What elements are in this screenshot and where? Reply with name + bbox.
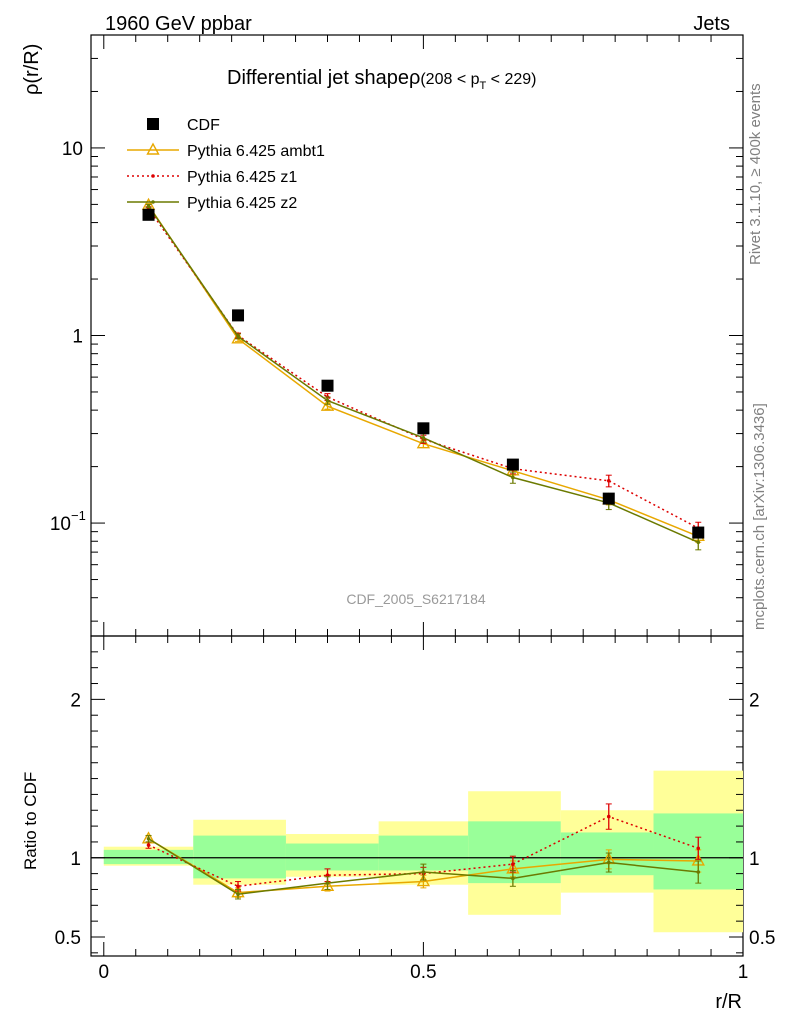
ratio-x-ticklabel: 1 — [738, 962, 749, 983]
ratio-series-pythia-6-425-z2-marker — [236, 892, 240, 897]
legend-marker — [147, 118, 159, 130]
legend-label: CDF — [187, 117, 220, 134]
ratio-band-green — [193, 835, 286, 879]
main-series-pythia-6-425-z2-marker — [421, 435, 426, 440]
ratio-band-green — [285, 843, 379, 871]
ratio-x-ticklabel: 0.5 — [410, 962, 436, 983]
plot-title-range-end: < 229) — [486, 71, 536, 88]
main-y-ticklabel-exponent: −1 — [71, 508, 86, 523]
mcplots-info-label: mcplots.cern.ch [arXiv:1306.3436] — [751, 403, 768, 630]
ratio-series-pythia-6-425-ambt1-marker — [320, 878, 335, 891]
main-series-pythia-6-425-ambt1-line — [147, 204, 699, 538]
ratio-series-pythia-6-425-z2-marker — [511, 876, 515, 881]
ratio-series-pythia-6-425-z1-marker — [236, 884, 240, 889]
main-series-pythia-6-425-z2-marker — [236, 334, 240, 339]
main-series-pythia-6-425-ambt1-marker — [320, 398, 335, 411]
main-y-ticklabel-1: 1 — [72, 327, 83, 348]
plot-title-range: (208 < p — [420, 71, 479, 88]
ratio-series-pythia-6-425-z2-marker — [696, 870, 701, 874]
ratio-axis-ticks: 0 0.5 10.5 0.51 12 2 — [55, 636, 775, 983]
header-right-label: Jets — [693, 13, 730, 35]
main-series-pythia-6-425-z2-marker — [696, 540, 701, 545]
main-y-ticklabel-0.1: 10 — [50, 514, 71, 535]
ratio-plot-frame — [90, 635, 744, 957]
main-series-cdf-marker — [142, 208, 155, 221]
main-series-pythia-6-425-z2-marker — [511, 475, 515, 480]
ratio-series-pythia-6-425-z2-marker — [146, 836, 151, 841]
ratio-series-pythia-6-425-z1-marker — [511, 862, 515, 866]
ratio-series-pythia-6-425-z1-marker — [606, 814, 611, 819]
ratio-y-ticklabel-left: 1 — [70, 849, 81, 870]
plot-title-main: Differential jet shapeρ — [227, 67, 420, 89]
plot-title: Differential jet shapeρ(208 < pT < 229) — [227, 67, 537, 92]
ratio-y-ticklabel-left: 0.5 — [55, 928, 81, 949]
ratio-series-pythia-6-425-z2-marker — [325, 881, 330, 885]
legend-marker — [151, 200, 155, 204]
main-series-cdf-marker — [602, 492, 615, 505]
ratio-series-pythia-6-425-z2-marker — [606, 860, 611, 865]
main-series-layer — [141, 197, 705, 551]
ratio-series-layer — [141, 803, 705, 900]
ratio-y-axis-label: Ratio to CDF — [21, 772, 40, 870]
main-series-cdf-marker — [417, 422, 430, 435]
legend-marker — [146, 142, 160, 155]
ratio-x-ticklabel: 0 — [98, 962, 109, 983]
legend-marker — [151, 174, 155, 178]
legend-label: Pythia 6.425 ambt1 — [187, 143, 325, 160]
ratio-series-pythia-6-425-z1-marker — [696, 846, 701, 851]
main-series-cdf-marker — [506, 458, 519, 471]
legend-label: Pythia 6.425 z1 — [187, 169, 297, 186]
ratio-y-ticklabel-right: 0.5 — [749, 928, 775, 949]
legend: CDF Pythia 6.425 ambt1 Pythia 6.425 z1 Pyth… — [127, 117, 325, 212]
header-left-label: 1960 GeV ppbar — [105, 13, 252, 35]
main-series-pythia-6-425-ambt1-marker — [416, 436, 431, 449]
ratio-series-pythia-6-425-z1-marker — [146, 843, 151, 847]
analysis-watermark: CDF_2005_S6217184 — [346, 591, 486, 607]
main-series-cdf-marker — [232, 309, 245, 322]
main-series-cdf-marker — [321, 379, 334, 392]
ratio-y-ticklabel-left: 2 — [70, 690, 81, 711]
plot-title-range-sub: T — [480, 80, 487, 92]
main-y-axis-label: ρ(r/R) — [21, 44, 43, 95]
ratio-y-ticklabel-right: 1 — [749, 849, 760, 870]
main-series-pythia-6-425-z2-line — [147, 205, 699, 543]
ratio-series-pythia-6-425-ambt1-marker — [416, 874, 431, 887]
main-series-cdf-marker — [692, 526, 705, 539]
main-series-pythia-6-425-z1-line — [147, 208, 699, 529]
main-y-ticklabel-10: 10 — [62, 139, 83, 160]
ratio-series-pythia-6-425-z2-marker — [421, 870, 426, 874]
main-series-pythia-6-425-z1-marker — [606, 479, 611, 483]
main-series-pythia-6-425-z2-marker — [325, 398, 330, 403]
ratio-band-layer — [91, 770, 743, 933]
rivet-info-label: Rivet 3.1.10, ≥ 400k events — [747, 83, 764, 265]
ratio-y-ticklabel-right: 2 — [749, 690, 760, 711]
ratio-series-pythia-6-425-z1-marker — [325, 873, 330, 878]
main-series-pythia-6-425-z2-marker — [146, 204, 151, 208]
x-axis-label: r/R — [715, 991, 742, 1013]
legend-label: Pythia 6.425 z2 — [187, 195, 297, 212]
